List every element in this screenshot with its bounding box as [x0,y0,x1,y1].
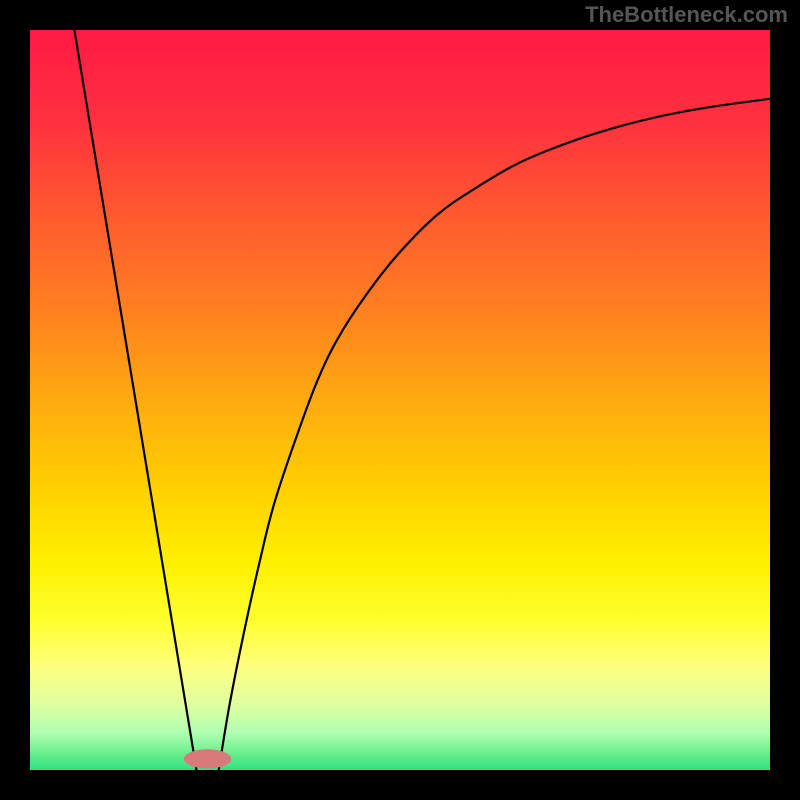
chart-svg [30,30,770,770]
plot-area [30,30,770,770]
gradient-background [30,30,770,770]
attribution-text: TheBottleneck.com [585,2,788,28]
chart-container: TheBottleneck.com [0,0,800,800]
min-marker [184,749,231,768]
